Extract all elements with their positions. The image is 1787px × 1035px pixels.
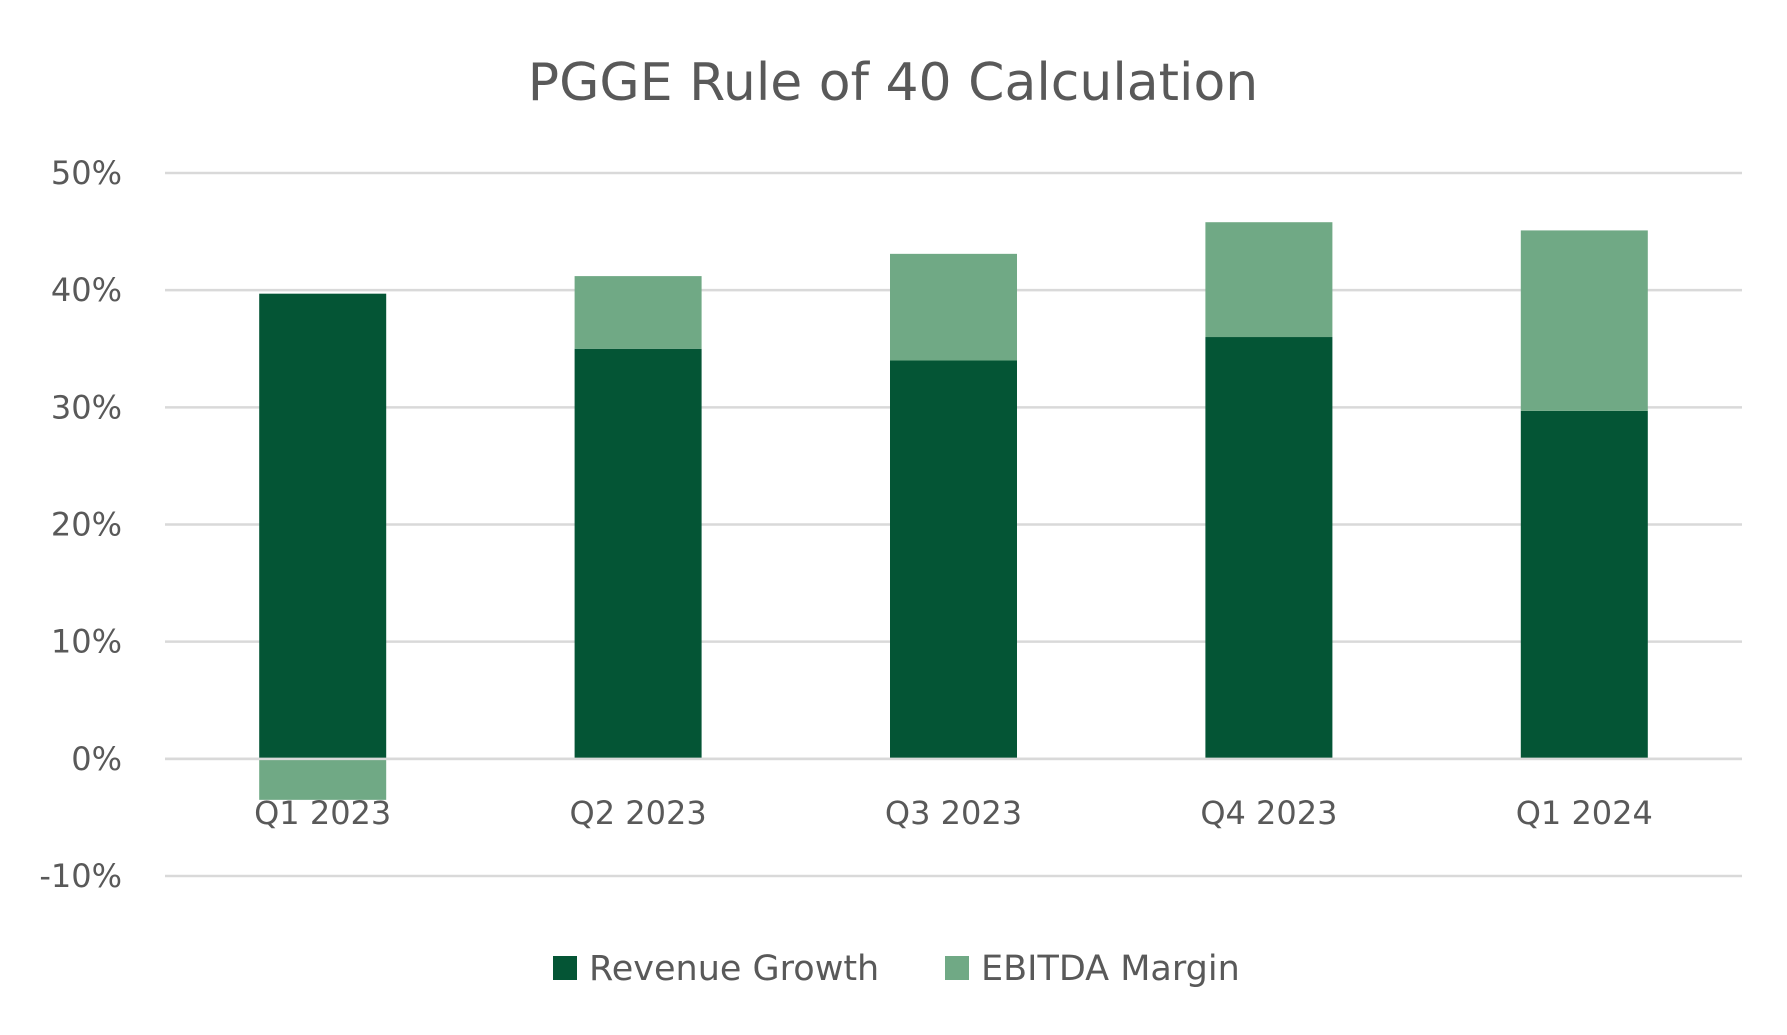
- bar-revenue-growth-q3-2023: [890, 360, 1017, 759]
- y-tick-label: 50%: [51, 154, 122, 192]
- legend-item: EBITDA Margin: [945, 949, 1240, 989]
- x-category-label: Q1 2024: [1516, 794, 1653, 832]
- bar-ebitda-margin-q4-2023: [1205, 222, 1333, 338]
- bar-ebitda-margin-q1-2023: [259, 758, 387, 800]
- y-tick-label: 0%: [71, 740, 122, 778]
- x-category-label: Q3 2023: [885, 794, 1022, 832]
- legend-label: EBITDA Margin: [981, 949, 1240, 989]
- y-tick-label: 30%: [51, 388, 122, 426]
- bar-ebitda-margin-q2-2023: [574, 276, 702, 349]
- legend-swatch: [553, 956, 577, 980]
- bar-revenue-growth-q2-2023: [574, 348, 702, 759]
- legend-item: Revenue Growth: [553, 949, 879, 989]
- y-axis-tick-labels: 50% 40% 30% 20% 10% 0% -10%: [39, 154, 122, 895]
- x-category-label: Q1 2023: [254, 794, 391, 832]
- bar-revenue-growth-q1-2023: [259, 293, 387, 759]
- bars: [165, 222, 1742, 800]
- x-category-label: Q2 2023: [570, 794, 707, 832]
- bar-revenue-growth-q1-2024: [1520, 410, 1648, 759]
- x-axis-category-labels: Q1 2023 Q2 2023 Q3 2023 Q4 2023 Q1 2024: [254, 794, 1653, 832]
- y-tick-label: 10%: [51, 623, 122, 661]
- y-tick-label: 20%: [51, 506, 122, 544]
- bar-ebitda-margin-q3-2023: [890, 253, 1017, 361]
- y-tick-label: -10%: [39, 857, 122, 895]
- x-category-label: Q4 2023: [1200, 794, 1337, 832]
- legend: Revenue Growth EBITDA Margin: [553, 949, 1240, 989]
- bar-ebitda-margin-q1-2024: [1520, 230, 1648, 411]
- bar-revenue-growth-q4-2023: [1205, 337, 1333, 759]
- legend-swatch: [945, 956, 969, 980]
- legend-label: Revenue Growth: [589, 949, 879, 989]
- y-tick-label: 40%: [51, 271, 122, 309]
- chart-title: PGGE Rule of 40 Calculation: [528, 53, 1259, 113]
